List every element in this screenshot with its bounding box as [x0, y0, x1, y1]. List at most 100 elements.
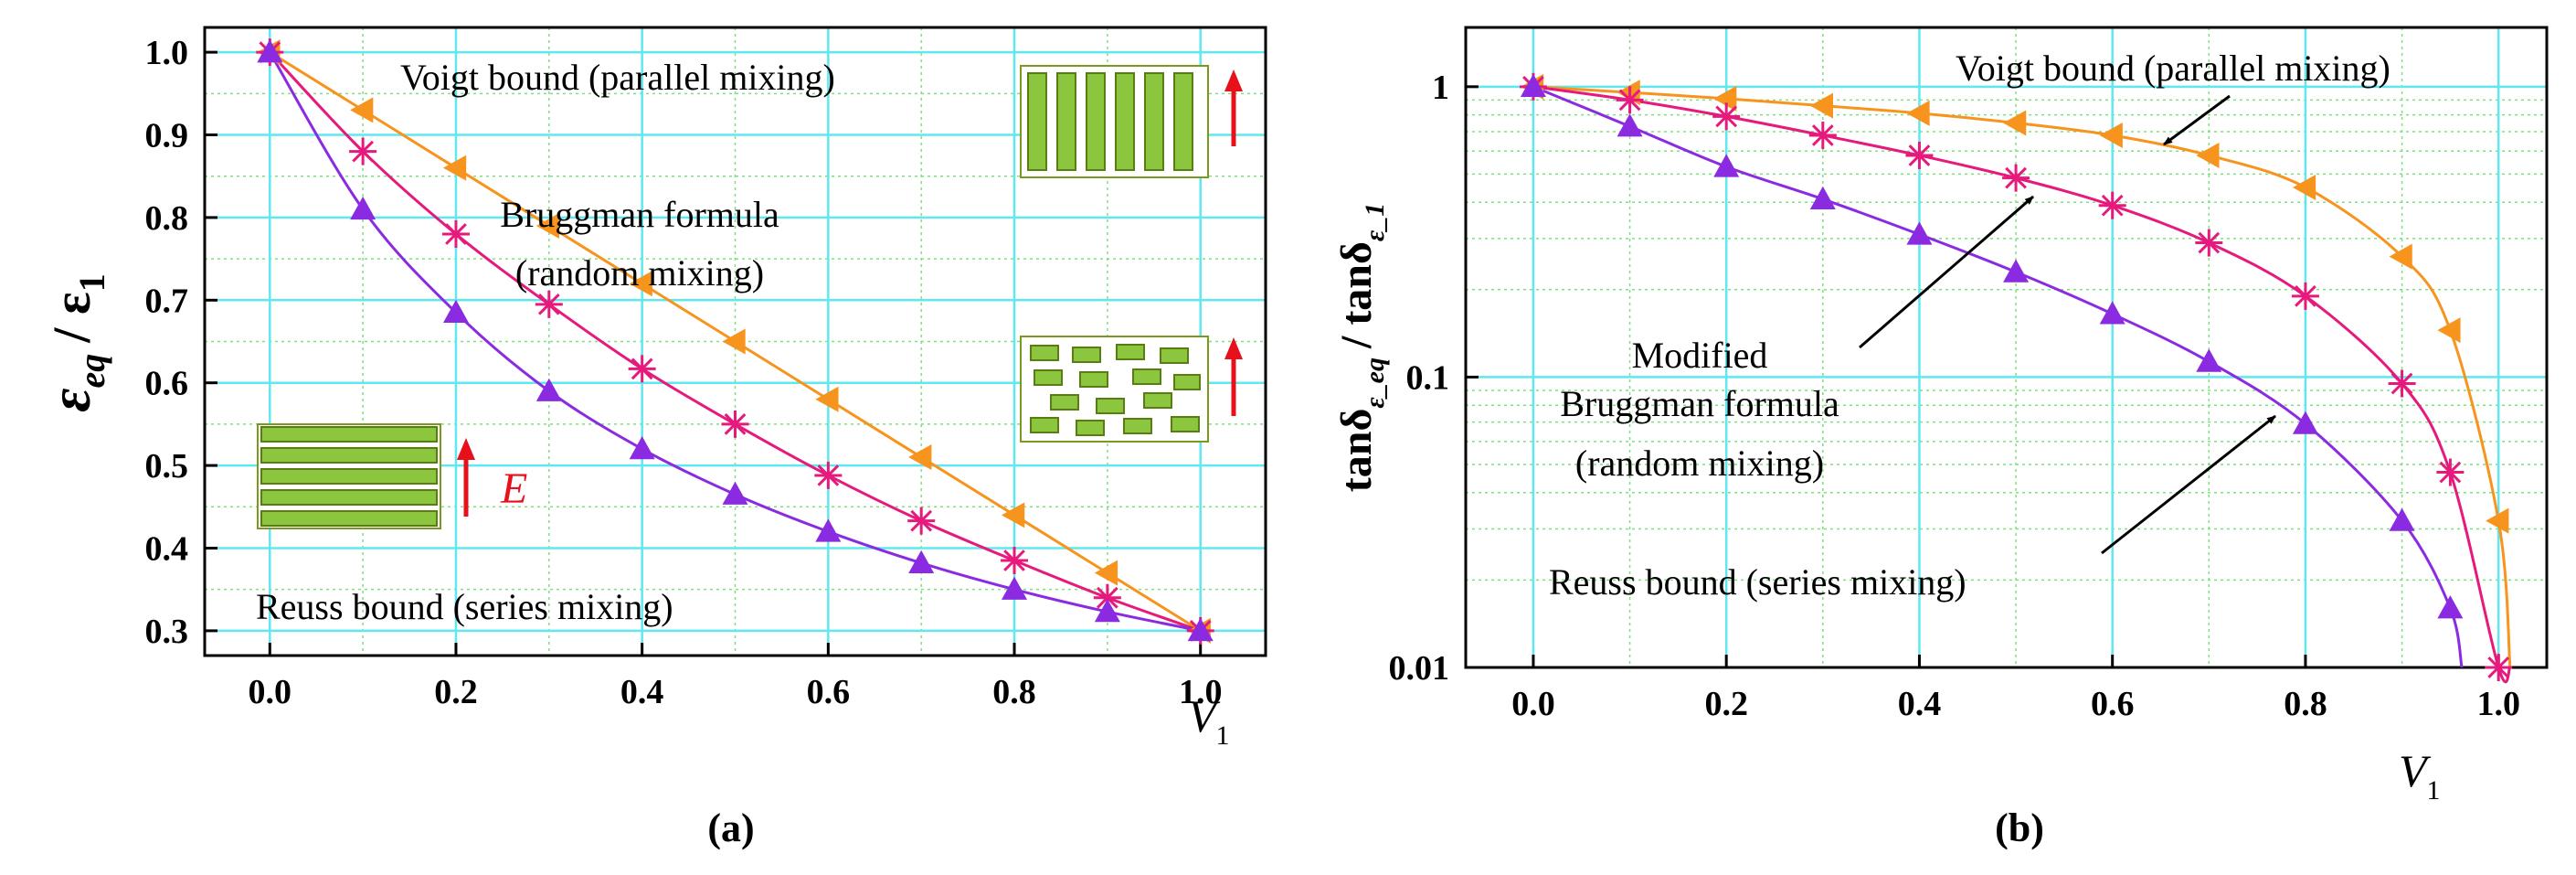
data-point-a-2 [1187, 617, 1214, 642]
random-mixing-label-a: (random mixing) [515, 252, 764, 293]
data-point-a-2 [1002, 576, 1028, 600]
data-point-b-0 [2099, 123, 2123, 149]
x-tick-label: 0.6 [2091, 685, 2135, 723]
data-point-a-0 [908, 444, 932, 471]
data-point-a-1 [1001, 547, 1029, 575]
x-axis-label-a: V1 [1188, 690, 1230, 751]
data-point-b-2 [1713, 154, 1740, 177]
x-tick-label: 0.4 [620, 673, 664, 711]
data-point-b-2 [2099, 301, 2125, 325]
x-tick-label: 0.4 [1898, 685, 1942, 723]
field-label-e: E [500, 464, 527, 513]
x-tick-label: 0.2 [1704, 685, 1748, 723]
reuss-label-a: Reuss bound (series mixing) [256, 586, 673, 627]
data-point-b-1 [1712, 102, 1741, 131]
x-tick-label: 1.0 [2476, 685, 2520, 723]
data-point-a-2 [908, 550, 935, 573]
plot-frame-a [203, 26, 1267, 657]
data-point-b-2 [2196, 348, 2222, 372]
series-line-a-1 [269, 51, 1202, 633]
data-point-a-1 [441, 219, 470, 248]
data-point-b-1 [2098, 191, 2126, 219]
data-point-b-0 [2196, 142, 2220, 168]
x-tick-label: 0.2 [434, 673, 478, 711]
data-point-b-1 [1905, 141, 1934, 169]
bruggman-pointer-arrow [1859, 195, 2034, 349]
y-tick-label: 1 [1432, 69, 1449, 107]
data-point-a-1 [535, 290, 563, 318]
x-tick-label: 0.0 [1511, 685, 1555, 723]
data-point-a-0 [350, 97, 374, 123]
field-arrow-icon [1224, 69, 1243, 146]
y-tick-label: 0.9 [145, 117, 189, 155]
x-tick-label: 0.8 [992, 673, 1036, 711]
bruggman-label-a: Bruggman formula [500, 194, 779, 235]
random-mixing-label-b: (random mixing) [1575, 443, 1824, 484]
data-point-b-0 [2486, 507, 2509, 534]
data-point-a-2 [442, 299, 469, 324]
data-point-a-1 [628, 355, 656, 383]
data-point-a-0 [1002, 502, 1025, 528]
data-point-a-2 [722, 481, 748, 505]
panel-a: 0.0 0.2 0.4 0.6 0.8 1.0 0.3 0.4 0.5 0.6 0.7 0.8 0.9 1… [37, 26, 1267, 850]
y-tick-label: 0.3 [145, 613, 189, 651]
x-axis-label-b: V1 [2399, 745, 2441, 806]
y-tick-label: 0.7 [145, 282, 189, 320]
reuss-pointer-arrow [2101, 414, 2276, 555]
y-tick-label: 0.5 [145, 447, 189, 486]
x-tick-label: 1.0 [1179, 673, 1223, 711]
y-tick-label: 0.01 [1389, 649, 1450, 688]
data-point-a-1 [907, 507, 936, 535]
bruggman-label-b: Bruggman formula [1560, 383, 1839, 424]
y-tick-label: 1.0 [145, 34, 189, 72]
voigt-label-b: Voigt bound (parallel mixing) [1956, 48, 2390, 89]
data-point-b-1 [2002, 164, 2030, 192]
reuss-label-b: Reuss bound (series mixing) [1549, 561, 1966, 603]
series-markers-a [256, 38, 1214, 645]
data-point-a-0 [535, 212, 560, 239]
y-tick-label: 0.8 [145, 199, 189, 238]
data-point-a-2 [535, 378, 562, 401]
data-point-b-2 [2292, 411, 2318, 434]
data-point-b-2 [1809, 186, 1836, 210]
data-point-b-2 [1520, 73, 1546, 98]
data-point-b-0 [1713, 85, 1737, 112]
data-point-a-1 [1093, 583, 1121, 612]
data-point-b-0 [1906, 100, 1930, 126]
panel-b: 0.0 0.2 0.4 0.6 0.8 1.0 1 0.1 0.01 tanδε_eq/ tan… [1332, 26, 2549, 850]
data-point-a-1 [721, 410, 749, 438]
data-point-b-1 [2291, 282, 2319, 310]
axis-ticks-b: 0.0 0.2 0.4 0.6 0.8 1.0 1 0.1 0.01 [1389, 69, 2520, 723]
caption-b: (b) [1995, 806, 2044, 850]
y-tick-label: 0.1 [1406, 358, 1450, 397]
data-point-b-2 [2437, 595, 2464, 619]
data-point-b-0 [2389, 243, 2412, 270]
random-mixing-inset [1020, 336, 1209, 443]
x-tick-label: 0.0 [249, 673, 292, 711]
data-point-b-0 [2437, 317, 2461, 344]
data-point-a-0 [1094, 560, 1118, 586]
grid-b [1466, 27, 2547, 669]
data-point-b-0 [2003, 110, 2027, 136]
data-point-b-1 [2436, 458, 2465, 486]
data-point-b-2 [2003, 259, 2030, 283]
data-point-a-0 [722, 328, 746, 355]
x-tick-label: 0.6 [807, 673, 851, 711]
field-arrow-icon [457, 438, 475, 517]
data-point-b-1 [1616, 86, 1644, 114]
series-line-a-2 [268, 51, 1202, 633]
data-point-b-0 [2292, 174, 2316, 200]
voigt-label-a: Voigt bound (parallel mixing) [400, 57, 835, 98]
y-axis-label-b: tanδε_eq/ tanδε_1 [1332, 203, 1390, 492]
plot-frame-b [1464, 26, 2549, 669]
axis-ticks-a: 0.0 0.2 0.4 0.6 0.8 1.0 0.3 0.4 0.5 0.6 0.7 0.8 0.9 1… [145, 34, 1223, 711]
data-point-a-0 [815, 386, 839, 412]
data-point-a-1 [814, 461, 843, 489]
data-point-a-0 [629, 271, 652, 297]
modified-label-b: Modified [1632, 335, 1768, 376]
data-point-a-2 [815, 518, 842, 542]
data-point-a-0 [442, 155, 467, 181]
y-axis-label-a: εeq/ ε1 [37, 273, 112, 411]
caption-a: (a) [707, 806, 754, 850]
